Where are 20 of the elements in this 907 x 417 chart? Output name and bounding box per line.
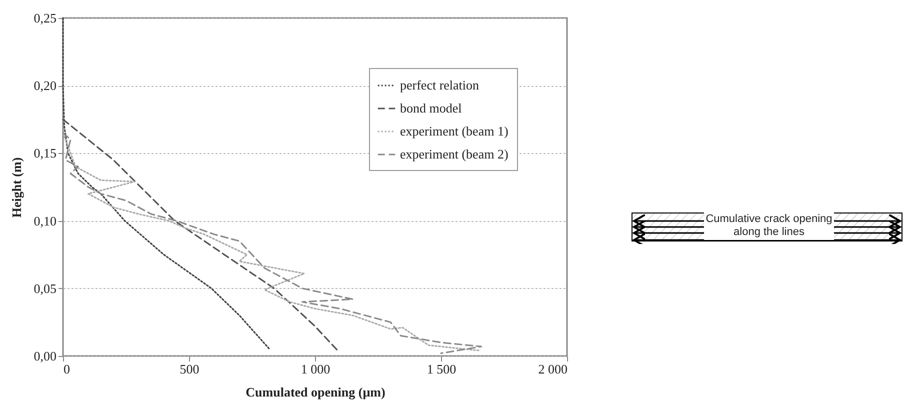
legend-label: experiment (beam 1) <box>400 124 508 138</box>
text: Cumulative crack opening along the lines <box>704 213 834 239</box>
line-series <box>62 118 340 353</box>
y-tick-label: 0,05 <box>34 280 56 296</box>
y-axis-title: Height (m) <box>8 157 24 218</box>
x-tick-label: 0 <box>64 362 70 376</box>
x-tick-label: 2 000 <box>538 362 568 376</box>
x-tick-label: 1 000 <box>300 362 330 376</box>
legend-label: perfect relation <box>400 78 480 92</box>
y-tick-label: 0,25 <box>34 10 56 26</box>
y-tick-label: 0,20 <box>34 78 56 94</box>
legend-label: bond model <box>400 100 462 116</box>
x-axis-title: Cumulated opening (µm) <box>246 384 386 400</box>
y-tick-label: 0,10 <box>34 213 56 228</box>
x-tick-label: 1 500 <box>426 362 456 376</box>
line-series <box>62 17 270 350</box>
y-tick-label: 0,00 <box>34 348 56 364</box>
y-tick-label: 0,15 <box>34 146 56 161</box>
legend-label: experiment (beam 2) <box>400 146 508 162</box>
x-tick-label: 500 <box>180 362 200 376</box>
